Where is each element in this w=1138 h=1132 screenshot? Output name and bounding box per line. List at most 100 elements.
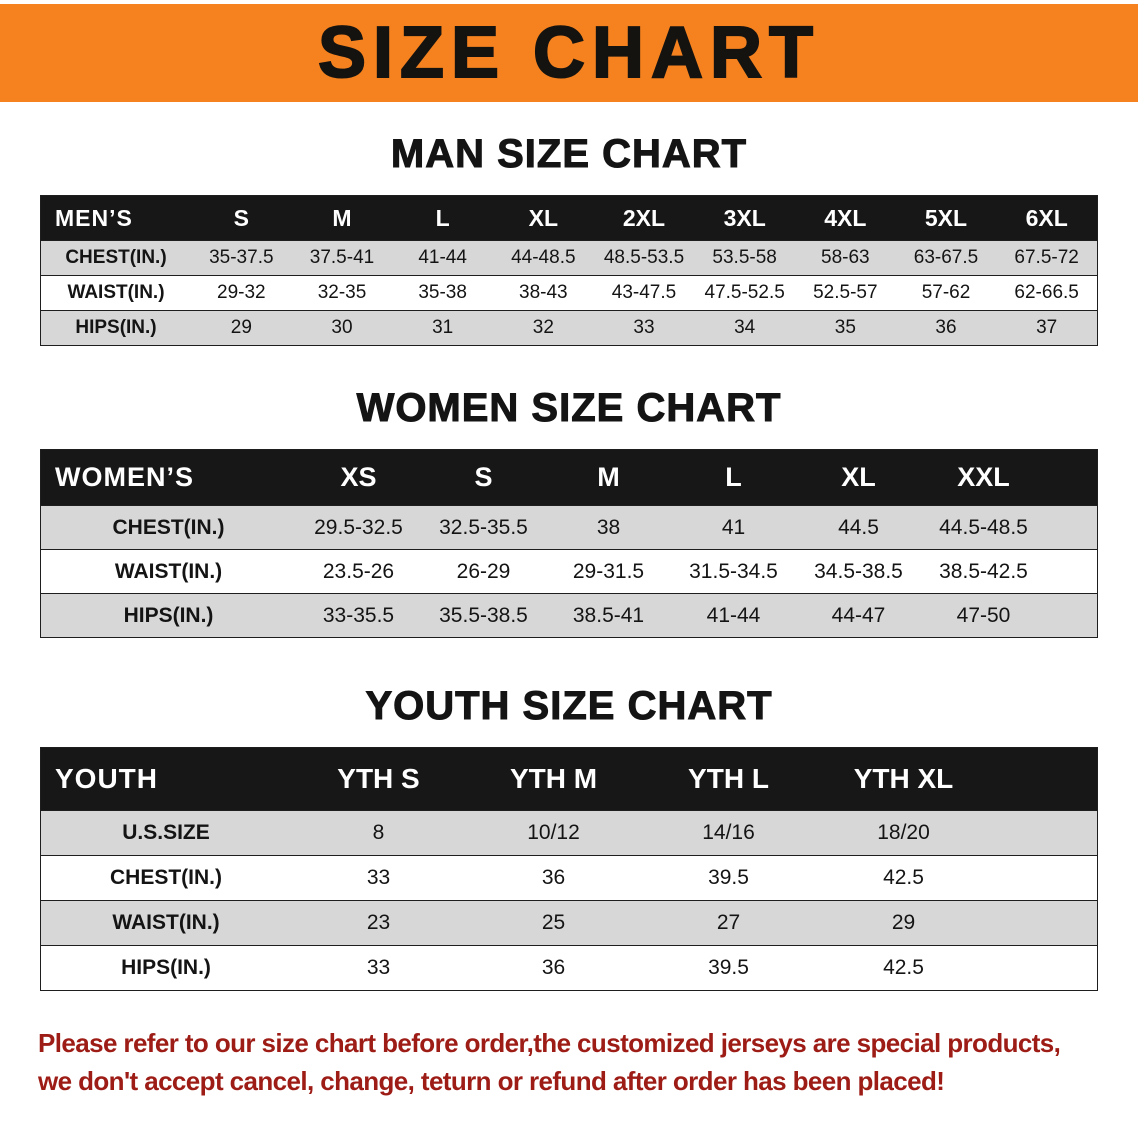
table-cell: 34 <box>734 317 756 338</box>
table-cell: 44-47 <box>831 603 886 627</box>
column-header: L <box>435 204 450 231</box>
table-row: CHEST(IN.) 33 36 39.5 42.5 <box>41 855 1097 900</box>
table-cell: 47.5-52.5 <box>704 282 785 303</box>
row-label: HIPS(IN.) <box>75 317 157 338</box>
table-cell: 35-38 <box>418 282 467 303</box>
table-header-row: MEN’S S M L XL 2XL 3XL 4XL 5XL 6XL <box>41 196 1097 240</box>
page-title: SIZE CHART <box>317 12 820 94</box>
table-cell: 38-43 <box>519 282 568 303</box>
column-header: YTH M <box>509 763 598 794</box>
table-header-row: YOUTH YTH S YTH M YTH L YTH XL <box>41 748 1097 810</box>
table-cell: 62-66.5 <box>1014 282 1079 303</box>
table-cell: 38.5-41 <box>572 603 645 627</box>
table-row: WAIST(IN.) 23.5-26 26-29 29-31.5 31.5-34.5 34… <box>41 549 1097 593</box>
youth-size-section: YOUTH SIZE CHART YOUTH YTH S YTH M YTH L YTH… <box>0 684 1138 991</box>
column-header: M <box>332 204 352 231</box>
table-cell: 23 <box>366 911 391 934</box>
table-cell: 33-35.5 <box>322 603 395 627</box>
notice-line-1: Please refer to our size chart before or… <box>38 1028 1061 1058</box>
table-cell: 42.5 <box>883 956 924 979</box>
table-cell: 44.5-48.5 <box>939 515 1028 539</box>
row-label: CHEST(IN.) <box>110 866 222 889</box>
table-cell: 38.5-42.5 <box>939 559 1028 583</box>
table-row: WAIST(IN.) 23 25 27 29 <box>41 900 1097 945</box>
table-corner-label: MEN’S <box>55 204 133 231</box>
table-row: U.S.SIZE 8 10/12 14/16 18/20 <box>41 810 1097 855</box>
column-header: XS <box>340 462 377 492</box>
table-cell: 43-47.5 <box>611 282 677 303</box>
row-label: CHEST(IN.) <box>65 247 167 268</box>
table-cell: 44-48.5 <box>511 247 576 268</box>
table-cell: 41 <box>721 515 746 539</box>
table-cell: 33 <box>366 956 391 979</box>
table-cell: 27 <box>716 911 741 934</box>
column-header: 6XL <box>1025 204 1068 231</box>
table-corner-label: WOMEN’S <box>55 462 194 492</box>
row-label: HIPS(IN.) <box>123 603 214 627</box>
table-cell: 42.5 <box>883 866 924 889</box>
table-cell: 18/20 <box>877 821 930 844</box>
men-size-table: MEN’S S M L XL 2XL 3XL 4XL 5XL 6XL CHEST(IN.) 35-37… <box>40 195 1098 346</box>
table-row: WAIST(IN.) 29-32 32-35 35-38 38-43 43-47.5 47.… <box>41 275 1097 310</box>
table-cell: 38 <box>596 515 621 539</box>
table-row: HIPS(IN.) 33-35.5 35.5-38.5 38.5-41 41-44 44-… <box>41 593 1097 637</box>
men-size-section: MAN SIZE CHART MEN’S S M L XL 2XL 3XL 4XL 5XL 6XL… <box>0 132 1138 346</box>
table-cell: 44.5 <box>838 515 879 539</box>
table-cell: 8 <box>372 821 385 844</box>
table-cell: 39.5 <box>708 956 749 979</box>
table-cell: 31.5-34.5 <box>689 559 778 583</box>
table-cell: 57-62 <box>921 282 971 303</box>
column-header: YTH L <box>688 763 769 794</box>
table-cell: 58-63 <box>821 247 870 268</box>
table-cell: 41-44 <box>706 603 761 627</box>
table-cell: 32-35 <box>317 282 367 303</box>
table-cell: 32 <box>532 317 554 338</box>
table-row: HIPS(IN.) 33 36 39.5 42.5 <box>41 945 1097 990</box>
table-row: CHEST(IN.) 29.5-32.5 32.5-35.5 38 41 44.5 44.5… <box>41 505 1097 549</box>
women-section-heading: WOMEN SIZE CHART <box>356 386 782 431</box>
table-cell: 30 <box>331 317 353 338</box>
row-label: WAIST(IN.) <box>114 559 223 583</box>
table-cell: 29-31.5 <box>572 559 645 583</box>
footer-notice: Please refer to our size chart before or… <box>38 1025 1100 1100</box>
table-cell: 35 <box>834 317 856 338</box>
table-row: CHEST(IN.) 35-37.5 37.5-41 41-44 44-48.5 48.5… <box>41 240 1097 275</box>
table-cell: 14/16 <box>702 821 755 844</box>
column-header: L <box>725 462 742 492</box>
row-label: HIPS(IN.) <box>121 956 211 979</box>
column-header: 2XL <box>622 204 666 231</box>
column-header: XL <box>528 204 559 231</box>
table-cell: 53.5-58 <box>712 247 777 268</box>
column-header: 3XL <box>723 204 766 231</box>
table-cell: 29.5-32.5 <box>314 515 403 539</box>
table-cell: 29-32 <box>217 282 266 303</box>
notice-line-2: we don't accept cancel, change, teturn o… <box>38 1065 945 1096</box>
table-cell: 39.5 <box>708 866 749 889</box>
table-cell: 23.5-26 <box>322 559 395 583</box>
table-cell: 26-29 <box>456 559 511 583</box>
table-cell: 52.5-57 <box>813 282 878 303</box>
table-cell: 37.5-41 <box>309 247 375 268</box>
women-size-table: WOMEN’S XS S M L XL XXL CHEST(IN.) 29.5-32.5 32.5… <box>40 449 1098 638</box>
table-header-row: WOMEN’S XS S M L XL XXL <box>41 450 1097 505</box>
column-header: S <box>474 462 493 492</box>
youth-size-table: YOUTH YTH S YTH M YTH L YTH XL U.S.SIZE 8 10/12… <box>40 747 1098 991</box>
women-size-section: WOMEN SIZE CHART WOMEN’S XS S M L XL XXL CHEST(… <box>0 386 1138 638</box>
column-header: 4XL <box>824 204 867 231</box>
table-cell: 31 <box>432 317 454 338</box>
table-cell: 35-37.5 <box>209 247 274 268</box>
table-cell: 47-50 <box>956 603 1011 627</box>
table-row: HIPS(IN.) 29 30 31 32 33 34 35 36 37 <box>41 310 1097 345</box>
column-header: XXL <box>957 462 1010 492</box>
table-cell: 41-44 <box>418 247 467 268</box>
men-section-heading: MAN SIZE CHART <box>390 132 748 177</box>
banner: SIZE CHART <box>0 4 1138 102</box>
table-cell: 10/12 <box>527 821 580 844</box>
column-header: XL <box>841 462 876 492</box>
table-cell: 25 <box>541 911 566 934</box>
table-cell: 37 <box>1036 317 1058 338</box>
table-corner-label: YOUTH <box>55 763 158 794</box>
table-cell: 36 <box>935 317 957 338</box>
table-cell: 29 <box>891 911 916 934</box>
